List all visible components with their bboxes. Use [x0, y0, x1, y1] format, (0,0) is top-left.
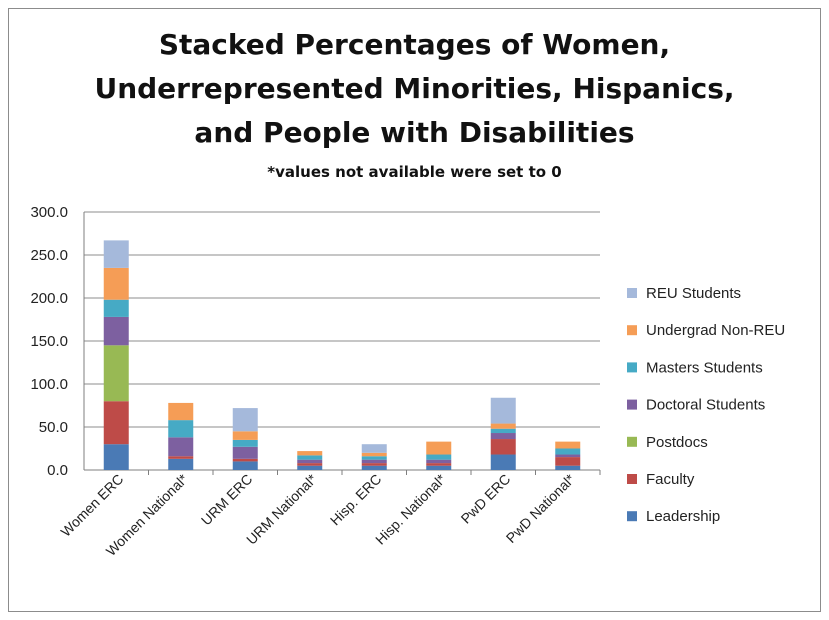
bar-segment — [232, 431, 258, 440]
bar-segment — [232, 408, 258, 432]
bar-segment — [361, 444, 387, 453]
x-tick-label: PwD National* — [503, 470, 579, 546]
bar-segment — [297, 465, 323, 470]
bar-segment — [555, 441, 581, 449]
bar-segment — [490, 439, 516, 455]
legend-swatch — [627, 399, 637, 410]
legend-swatch — [627, 436, 637, 447]
bar-segment — [490, 423, 516, 429]
bar-segment — [168, 456, 194, 459]
legend-swatch — [627, 474, 637, 484]
legend-label: Leadership — [646, 508, 720, 525]
y-tick-label: 250.0 — [30, 247, 68, 264]
bar-segment — [232, 461, 258, 470]
bar-segment — [361, 459, 387, 464]
bar-segment — [103, 240, 129, 268]
chart-title-line-1: Stacked Percentages of Women, — [158, 28, 671, 61]
legend-swatch — [627, 325, 637, 336]
y-tick-label: 50.0 — [39, 419, 68, 436]
legend-swatch — [627, 288, 637, 298]
bar-segment — [297, 451, 323, 456]
legend-label: Postdocs — [646, 434, 708, 451]
bar-segment — [103, 267, 129, 300]
x-tick-label: Women ERC — [57, 471, 126, 540]
bar-segment — [168, 402, 194, 421]
legend-swatch — [627, 511, 637, 522]
bar-segment — [168, 420, 194, 438]
bar-segment — [555, 465, 581, 470]
chart-frame — [8, 8, 821, 612]
y-tick-label: 0.0 — [47, 462, 68, 479]
bar-segment — [361, 465, 387, 470]
bar-segment — [490, 428, 516, 434]
legend-swatch — [627, 362, 637, 373]
bar-segment — [297, 463, 323, 466]
bar-segment — [103, 299, 129, 317]
bar-segment — [103, 444, 129, 470]
bar-segment — [426, 465, 452, 470]
bar-segment — [555, 454, 581, 458]
bar-segment — [426, 441, 452, 455]
chart-subtitle: *values not available were set to 0 — [267, 163, 562, 181]
bar-segment — [232, 458, 258, 462]
bar-segment — [297, 459, 323, 464]
legend-label: Masters Students — [646, 359, 763, 376]
x-tick-label: PwD ERC — [457, 471, 513, 527]
bar-segment — [361, 452, 387, 457]
legend-label: Faculty — [646, 471, 695, 488]
legend-label: REU Students — [646, 285, 741, 302]
bar-segment — [297, 455, 323, 460]
bar-segment — [490, 454, 516, 470]
y-tick-label: 150.0 — [30, 333, 68, 350]
bar-segment — [361, 463, 387, 466]
bar-segment — [168, 458, 194, 470]
chart-title-line-2: Underrepresented Minorities, Hispanics, — [94, 72, 735, 105]
legend-label: Undergrad Non-REU — [646, 322, 785, 339]
bar-segment — [426, 459, 452, 464]
y-tick-label: 200.0 — [30, 290, 68, 307]
bar-segment — [361, 456, 387, 460]
bar-segment — [426, 454, 452, 460]
bar-segment — [232, 446, 258, 459]
x-tick-label: URM ERC — [198, 471, 256, 529]
chart-title-line-3: and People with Disabilities — [194, 116, 635, 149]
bar-segment — [168, 437, 194, 457]
y-tick-label: 100.0 — [30, 376, 68, 393]
x-tick-label: Hisp. ERC — [327, 471, 385, 529]
bar-segment — [103, 316, 129, 346]
bar-segment — [490, 433, 516, 440]
bar-segment — [555, 448, 581, 455]
bar-segment — [555, 457, 581, 466]
bar-segment — [103, 401, 129, 445]
legend-label: Doctoral Students — [646, 397, 765, 414]
bar-segment — [426, 463, 452, 466]
bar-segment — [103, 345, 129, 402]
bar-segment — [232, 439, 258, 447]
bar-segment — [490, 397, 516, 424]
y-tick-label: 300.0 — [30, 204, 68, 221]
